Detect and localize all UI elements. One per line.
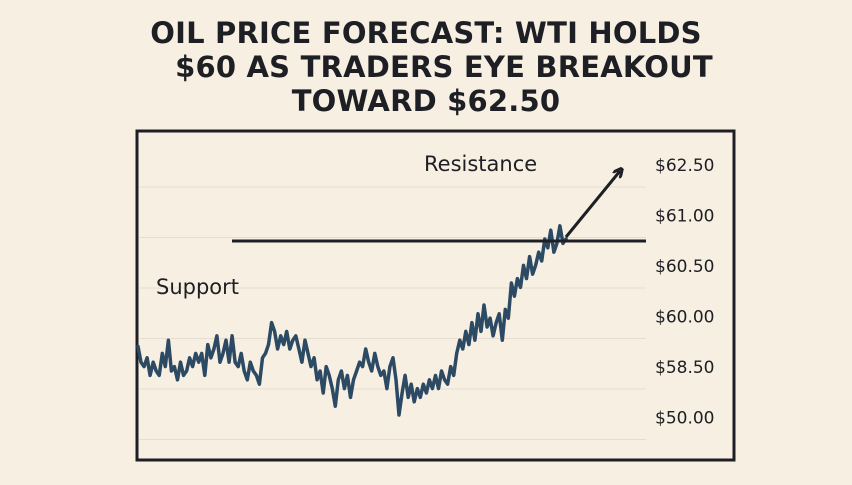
chart-title: OIL PRICE FORECAST: WTI HOLDS $60 AS TRA… [0, 16, 852, 118]
gridlines [139, 186, 646, 440]
support-label: Support [156, 275, 239, 299]
y-tick-label: $61.00 [655, 207, 714, 227]
resistance-label: Resistance [424, 152, 537, 176]
breakout-arrow-icon [564, 171, 620, 238]
series-line-wti [136, 224, 568, 417]
y-tick-label: $50.00 [655, 409, 714, 429]
y-axis-ticks: $62.50 $61.00 $60.50 $60.00 $58.50 $50.00 [655, 156, 714, 429]
y-tick-label: $60.00 [655, 308, 714, 328]
y-tick-label: $62.50 [655, 156, 714, 176]
y-tick-label: $58.50 [655, 358, 714, 378]
title-line-1: OIL PRICE FORECAST: WTI HOLDS [150, 16, 702, 50]
title-line-3: TOWARD $62.50 [291, 84, 561, 118]
title-line-2: $60 AS TRADERS EYE BREAKOUT [175, 50, 713, 84]
plot-frame [135, 129, 736, 462]
y-tick-label: $60.50 [655, 257, 714, 277]
